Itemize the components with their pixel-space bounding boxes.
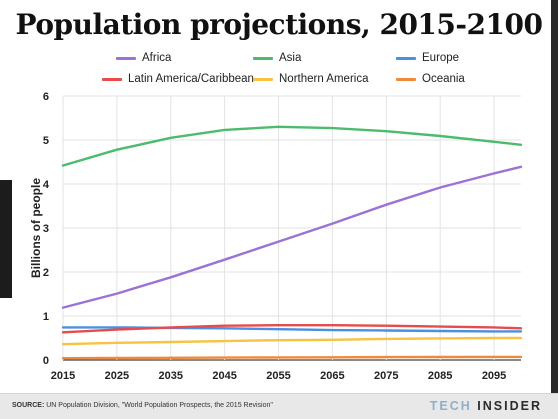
x-tick-label-2035: 2035 — [159, 370, 183, 382]
series-line-africa — [61, 165, 523, 309]
brand-logo: TECH INSIDER — [430, 399, 542, 413]
series-line-latin-america-caribbean — [61, 324, 523, 334]
x-tick-label-2075: 2075 — [374, 370, 398, 382]
legend-label-asia: Asia — [279, 52, 302, 64]
x-tick-label-2065: 2065 — [320, 370, 344, 382]
y-tick-label-3: 3 — [43, 223, 49, 235]
source-text: UN Population Division, "World Populatio… — [46, 402, 273, 409]
y-tick-label-5: 5 — [43, 135, 49, 147]
legend-swatch-latin-america — [102, 77, 122, 81]
legend-label-africa: Africa — [142, 52, 172, 64]
legend-swatch-africa — [116, 56, 136, 60]
x-tick-label-2095: 2095 — [482, 370, 506, 382]
y-tick-label-2: 2 — [43, 267, 49, 279]
y-tick-label-6: 6 — [43, 91, 49, 103]
x-tick-label-2055: 2055 — [266, 370, 290, 382]
series-line-asia — [61, 125, 523, 167]
window-edge-right — [551, 0, 558, 393]
chart-title: Population projections, 2015-2100 — [15, 8, 543, 41]
legend-swatch-asia — [253, 56, 273, 60]
brand-insider: INSIDER — [477, 399, 542, 413]
legend-label-oceania: Oceania — [422, 73, 465, 85]
footer-bar: SOURCE: UN Population Division, "World P… — [0, 393, 558, 419]
legend-label-europe: Europe — [422, 52, 460, 64]
x-tick-label-2025: 2025 — [105, 370, 129, 382]
legend-swatch-northern-america — [253, 77, 273, 81]
legend-item-europe: Europe — [396, 52, 459, 64]
y-axis-label: Billions of people — [29, 177, 43, 279]
legend-swatch-europe — [396, 56, 416, 60]
source-label: SOURCE: — [12, 402, 45, 409]
legend-label-northern-america: Northern America — [279, 73, 369, 85]
x-tick-label-2015: 2015 — [51, 370, 75, 382]
y-tick-label-1: 1 — [43, 311, 49, 323]
x-tick-label-2085: 2085 — [428, 370, 452, 382]
source-note: SOURCE: UN Population Division, "World P… — [12, 402, 273, 409]
x-tick-label-2045: 2045 — [212, 370, 236, 382]
legend-swatch-oceania — [396, 77, 416, 81]
y-tick-label-0: 0 — [43, 355, 49, 367]
series-line-northern-america — [61, 336, 523, 346]
legend-item-africa: Africa — [116, 52, 171, 64]
window-edge-left — [0, 180, 12, 298]
y-tick-label-4: 4 — [43, 179, 50, 191]
brand-tech: TECH — [429, 399, 472, 413]
legend-item-latin-america: Latin America/Caribbean — [102, 73, 254, 85]
legend-item-asia: Asia — [253, 52, 301, 64]
legend-item-northern-america: Northern America — [253, 73, 368, 85]
legend-item-oceania: Oceania — [396, 73, 465, 85]
series-line-oceania — [61, 355, 523, 360]
legend-label-latin-america: Latin America/Caribbean — [128, 73, 254, 85]
line-chart: 0 1 2 3 4 5 6 2015 2025 2035 2045 2055 2065 2075 2085 2… — [43, 91, 523, 382]
